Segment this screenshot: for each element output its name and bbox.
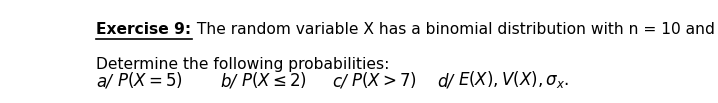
- Text: $E(X),V(X),\sigma_{x}.$: $E(X),V(X),\sigma_{x}.$: [458, 69, 569, 90]
- Text: b/: b/: [220, 72, 237, 90]
- Text: c/: c/: [332, 72, 347, 90]
- Text: d/: d/: [437, 72, 454, 90]
- Text: Determine the following probabilities:: Determine the following probabilities:: [96, 57, 390, 72]
- Text: $P(X>7)$: $P(X>7)$: [351, 70, 417, 90]
- Text: a/: a/: [96, 72, 112, 90]
- Text: The random variable X has a binomial distribution with n = 10 and p = 0.5.: The random variable X has a binomial dis…: [192, 22, 718, 37]
- Text: $P(X\leq2)$: $P(X\leq2)$: [241, 70, 307, 90]
- Text: $P(X=5)$: $P(X=5)$: [117, 70, 182, 90]
- Text: Exercise 9:: Exercise 9:: [96, 22, 192, 37]
